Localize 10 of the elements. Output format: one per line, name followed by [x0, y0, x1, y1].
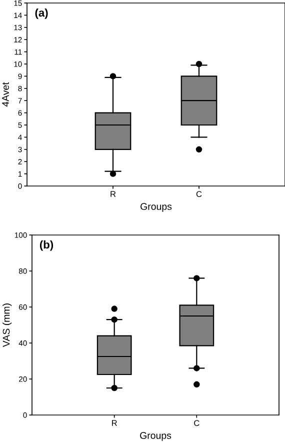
x-tick-label: R: [112, 420, 117, 426]
annotation: (a): [35, 8, 48, 19]
y-axis-title: 4Avet: [2, 82, 9, 107]
y-axis-title: VAS (mm): [2, 304, 12, 348]
x-axis-title: Groups: [140, 432, 172, 441]
x-tick-label: R: [110, 191, 116, 197]
x-tick-label: C: [196, 191, 202, 197]
annotation: (b): [40, 240, 54, 251]
x-tick-label: C: [194, 420, 200, 426]
x-axis-title: Groups: [140, 203, 172, 212]
